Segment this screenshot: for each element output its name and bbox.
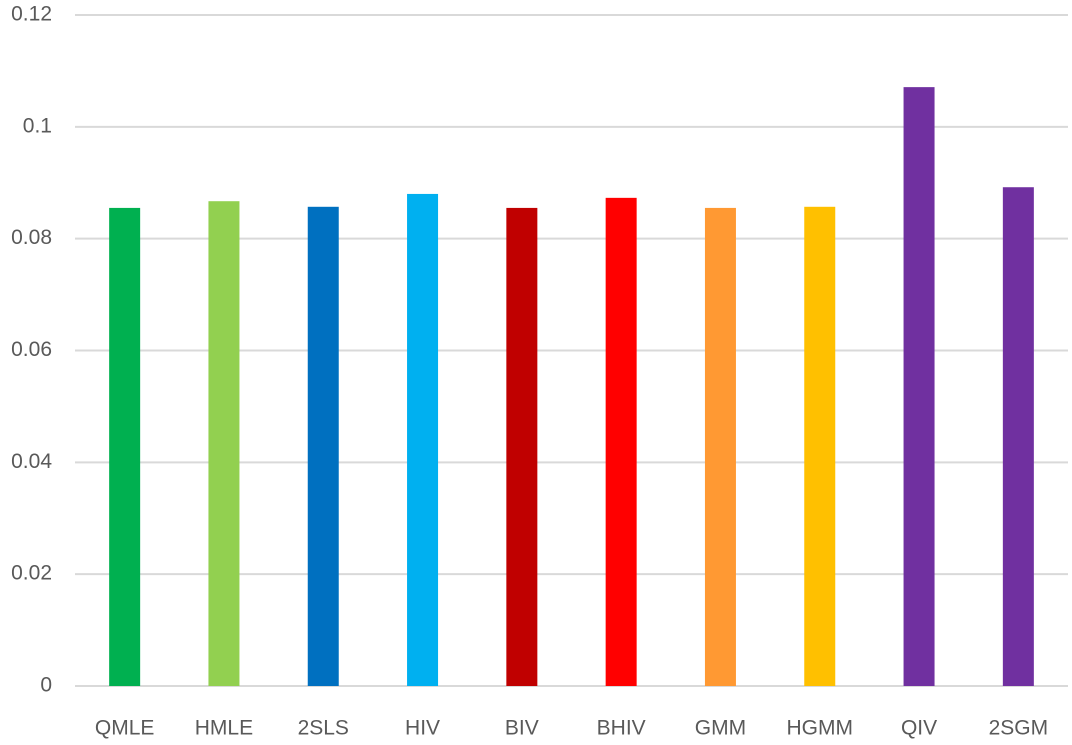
bar — [704, 207, 736, 686]
bar — [506, 207, 538, 686]
x-tick-label: HMLE — [195, 717, 253, 740]
y-tick-label: 0.06 — [11, 338, 52, 361]
x-tick-label: 2SGM — [989, 717, 1049, 740]
bar — [804, 206, 836, 686]
y-tick-label: 0.02 — [11, 562, 52, 585]
y-tick-label: 0 — [40, 674, 52, 697]
y-tick-label: 0.1 — [23, 114, 52, 137]
bar — [605, 197, 637, 686]
x-tick-label: HIV — [405, 717, 440, 740]
bar — [1002, 187, 1034, 686]
x-tick-label: QIV — [901, 717, 937, 740]
x-tick-label: GMM — [695, 717, 746, 740]
x-tick-label: QMLE — [95, 717, 155, 740]
y-tick-label: 0.12 — [11, 3, 52, 26]
y-tick-label: 0.08 — [11, 226, 52, 249]
x-tick-label: HGMM — [787, 717, 854, 740]
bar — [407, 193, 439, 686]
bar — [307, 206, 339, 686]
bar — [109, 207, 141, 686]
bar — [903, 87, 935, 686]
bar — [208, 201, 240, 686]
x-tick-label: BHIV — [597, 717, 646, 740]
x-tick-label: 2SLS — [298, 717, 349, 740]
x-tick-label: BIV — [505, 717, 539, 740]
y-tick-label: 0.04 — [11, 450, 52, 473]
